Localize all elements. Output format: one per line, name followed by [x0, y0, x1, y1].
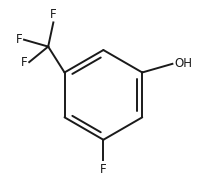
Text: OH: OH: [174, 57, 192, 70]
Text: F: F: [100, 163, 107, 176]
Text: F: F: [21, 56, 28, 69]
Text: F: F: [50, 8, 57, 21]
Text: F: F: [16, 33, 22, 46]
